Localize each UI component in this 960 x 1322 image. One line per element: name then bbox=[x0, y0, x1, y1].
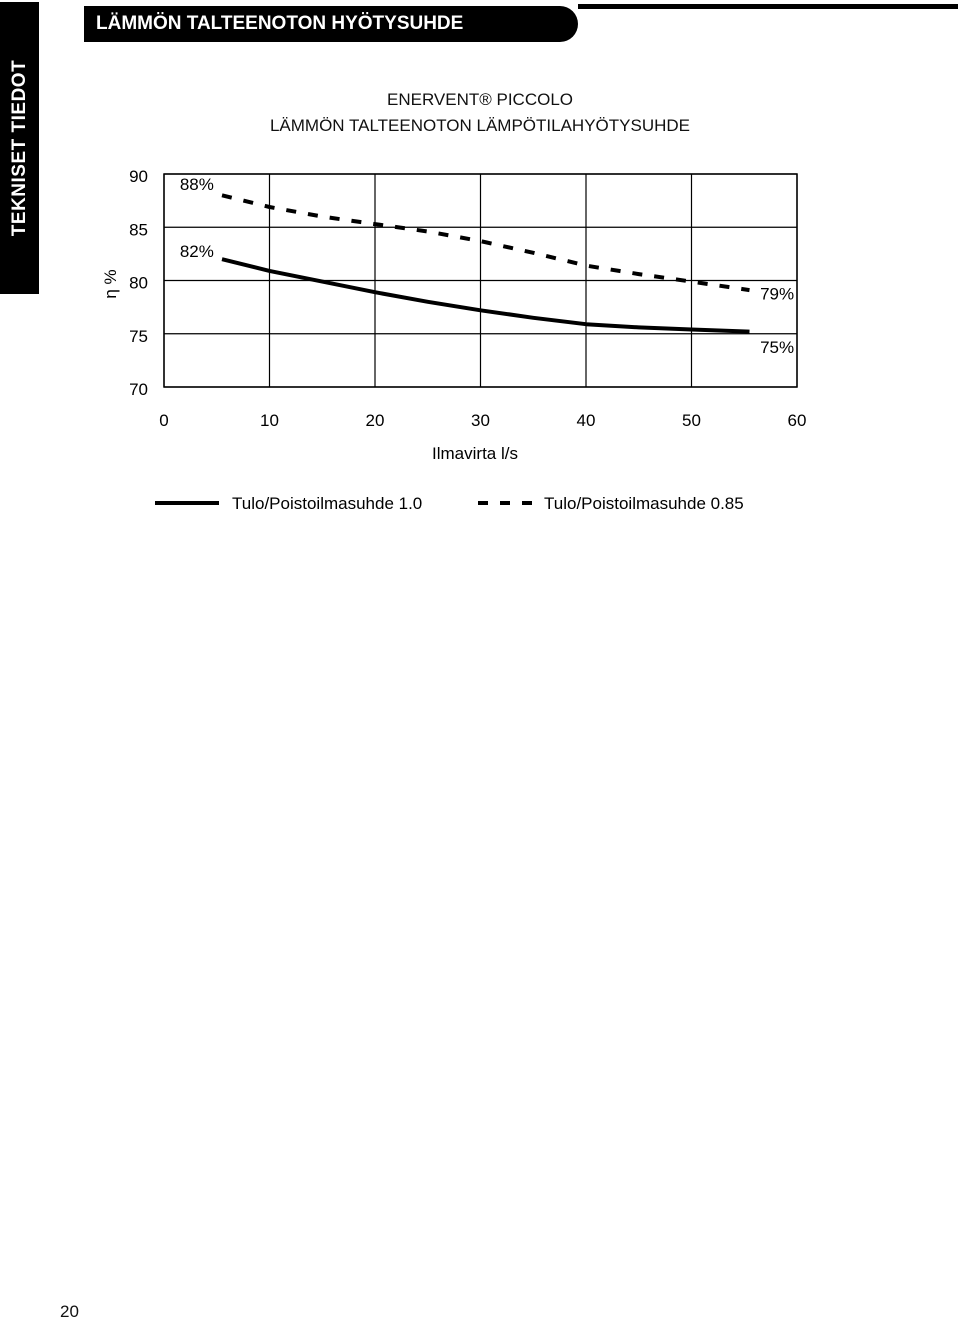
x-tick-label: 10 bbox=[260, 411, 279, 430]
chart-grid bbox=[163, 173, 798, 388]
efficiency-chart: 0 10 20 30 40 50 60 70 75 80 85 90 88% 82% 79% 75% Ilm… bbox=[101, 167, 806, 513]
page-number: 20 bbox=[60, 1302, 79, 1321]
x-tick-label: 30 bbox=[471, 411, 490, 430]
x-tick-label: 60 bbox=[788, 411, 807, 430]
y-tick-label: 70 bbox=[129, 380, 148, 399]
legend-label: Tulo/Poistoilmasuhde 1.0 bbox=[232, 494, 422, 513]
series-line-10 bbox=[221, 257, 750, 334]
chart-title: ENERVENT® PICCOLO bbox=[386, 90, 574, 109]
value-annotation: 82% bbox=[180, 242, 214, 261]
y-tick-label: 80 bbox=[129, 274, 148, 293]
x-axis-label: Ilmavirta l/s bbox=[432, 444, 518, 463]
chart-tick-labels: 0 10 20 30 40 50 60 70 75 80 85 90 bbox=[129, 167, 806, 430]
chart-series bbox=[221, 193, 750, 334]
section-title: LÄMMÖN TALTEENOTON HYÖTYSUHDE bbox=[96, 13, 464, 34]
value-annotation: 88% bbox=[180, 175, 214, 194]
x-tick-label: 40 bbox=[577, 411, 596, 430]
value-annotation: 79% bbox=[760, 285, 794, 304]
section-header: LÄMMÖN TALTEENOTON HYÖTYSUHDE bbox=[84, 6, 578, 42]
value-annotation: 75% bbox=[760, 338, 794, 357]
x-tick-label: 0 bbox=[159, 411, 168, 430]
y-tick-label: 90 bbox=[129, 167, 148, 186]
chart-subtitle: LÄMMÖN TALTEENOTON LÄMPÖTILAHYÖTYSUHDE bbox=[269, 116, 691, 135]
y-axis-label: η % bbox=[101, 269, 120, 298]
chart-legend: Tulo/Poistoilmasuhde 1.0 Tulo/Poistoilmas… bbox=[155, 494, 744, 513]
series-line-085 bbox=[221, 193, 750, 293]
y-tick-label: 85 bbox=[129, 220, 148, 239]
x-tick-label: 50 bbox=[682, 411, 701, 430]
x-tick-label: 20 bbox=[366, 411, 385, 430]
legend-label: Tulo/Poistoilmasuhde 0.85 bbox=[544, 494, 744, 513]
y-tick-label: 75 bbox=[129, 327, 148, 346]
header-rule bbox=[578, 4, 958, 9]
side-tab: TEKNISET TIEDOT bbox=[0, 2, 39, 294]
chart-annotations: 88% 82% 79% 75% bbox=[180, 175, 794, 357]
